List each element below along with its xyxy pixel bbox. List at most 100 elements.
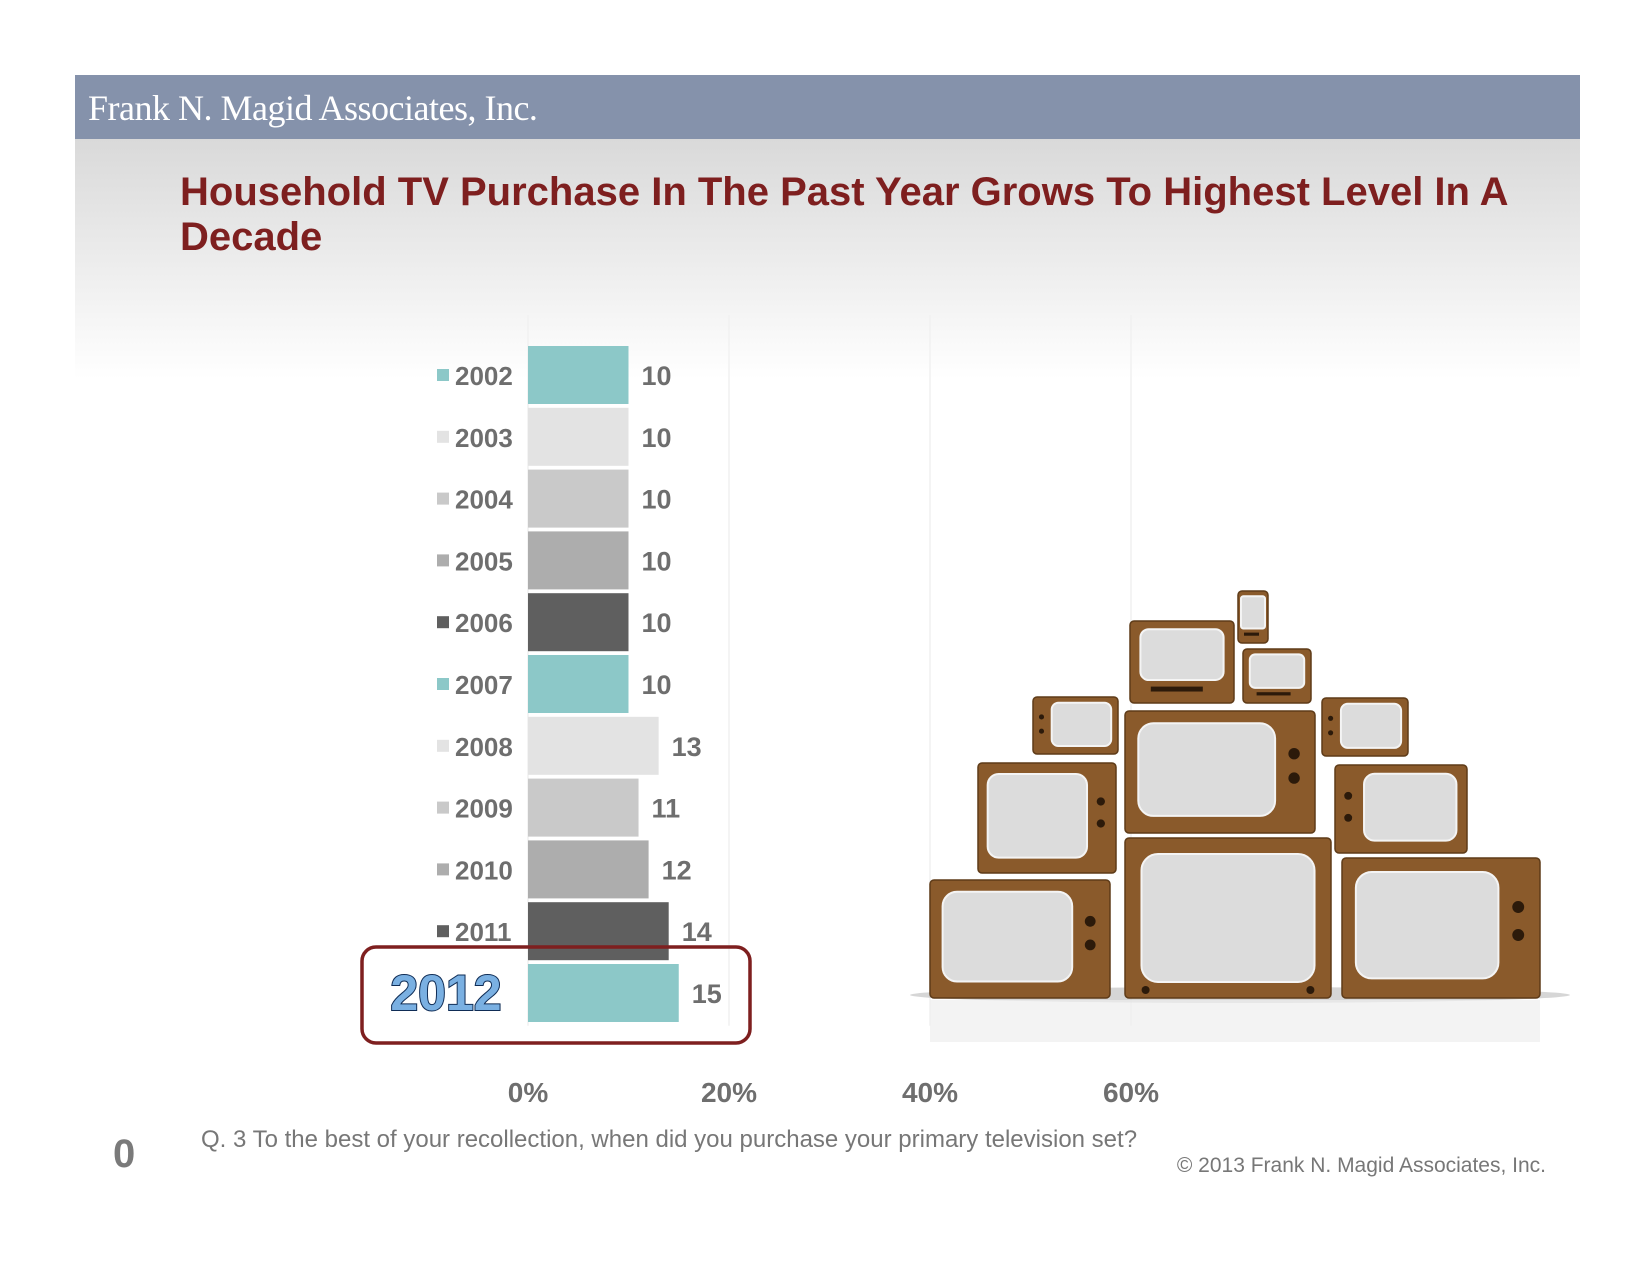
page-number: 0 xyxy=(113,1132,136,1176)
highlight-year-label: 2012 xyxy=(390,965,501,1021)
tv-knob xyxy=(1344,813,1353,822)
data-label: 12 xyxy=(662,855,692,885)
tv-screen xyxy=(1363,772,1458,842)
data-label: 10 xyxy=(642,423,672,453)
data-label: 10 xyxy=(642,608,672,638)
legend-swatch xyxy=(437,554,449,567)
tv-screen xyxy=(1248,653,1306,689)
tv-screen xyxy=(1139,628,1225,682)
legend-swatch xyxy=(437,925,449,938)
category-label: 2008 xyxy=(455,732,513,762)
tv-knob xyxy=(1328,715,1334,721)
television-icon xyxy=(1334,764,1468,854)
bar xyxy=(528,902,669,961)
bar xyxy=(528,593,629,652)
bar xyxy=(528,655,629,713)
slide-title: Household TV Purchase In The Past Year G… xyxy=(180,170,1507,259)
chart-labels: 10 2002 10 2003 10 2004 10 2005 10 2006 10 2007 13 20… xyxy=(437,361,722,1009)
tv-screen xyxy=(1137,722,1277,817)
television-icon xyxy=(1124,837,1332,999)
category-label: 2004 xyxy=(455,485,513,515)
tv-reflection xyxy=(930,1000,1540,1042)
television-icon xyxy=(1341,857,1541,999)
television-icon xyxy=(1242,648,1312,704)
data-label: 13 xyxy=(672,732,702,762)
tv-screen xyxy=(1140,853,1316,983)
x-axis-ticks: 0% 20% 40% 60% xyxy=(508,1077,1159,1108)
data-label: 10 xyxy=(642,485,672,515)
tv-knob xyxy=(1512,901,1525,913)
category-label: 2006 xyxy=(455,608,513,638)
category-label: 2011 xyxy=(455,917,511,947)
television-icon xyxy=(1124,710,1316,834)
bar-chart: 10 2002 10 2003 10 2004 10 2005 10 2006 10 2007 13 20… xyxy=(360,315,1570,1108)
television-icon xyxy=(929,879,1111,999)
bar xyxy=(528,716,659,775)
category-label: 2007 xyxy=(455,670,513,700)
tv-knob xyxy=(1328,730,1334,736)
chart-bars xyxy=(528,346,679,1022)
category-label: 2010 xyxy=(455,855,513,885)
category-label: 2005 xyxy=(455,546,513,576)
television-icon xyxy=(1321,697,1409,757)
highlight-callout: 2012 xyxy=(360,945,752,1045)
category-label: 2002 xyxy=(455,361,513,391)
copyright-notice: © 2013 Frank N. Magid Associates, Inc. xyxy=(1176,1154,1546,1177)
survey-question-footnote: Q. 3 To the best of your recollection, w… xyxy=(201,1126,1138,1153)
tv-speaker-grille xyxy=(1244,632,1259,636)
bar xyxy=(528,778,639,837)
tv-knob xyxy=(1096,797,1105,806)
legend-swatch xyxy=(437,430,449,443)
x-tick-label: 20% xyxy=(701,1077,757,1108)
tv-knob xyxy=(1512,929,1525,941)
data-label: 10 xyxy=(642,361,672,391)
x-tick-label: 0% xyxy=(508,1077,549,1108)
bar xyxy=(528,469,629,528)
data-label: 10 xyxy=(642,670,672,700)
category-label: 2009 xyxy=(455,794,513,824)
television-icon xyxy=(977,762,1117,874)
x-tick-label: 60% xyxy=(1103,1077,1159,1108)
legend-swatch xyxy=(437,801,449,814)
tv-knob xyxy=(1084,915,1096,927)
highlight-outline xyxy=(360,945,752,1045)
x-tick-label: 40% xyxy=(902,1077,958,1108)
tv-screen xyxy=(1339,702,1403,749)
legend-swatch xyxy=(437,369,449,381)
tv-screen xyxy=(941,890,1074,983)
tv-screen xyxy=(1050,701,1113,748)
bar xyxy=(528,407,629,466)
tv-knob xyxy=(1096,819,1105,828)
legend-swatch xyxy=(437,739,449,752)
tv-knob xyxy=(1141,986,1150,994)
bar xyxy=(528,531,629,590)
legend-swatch xyxy=(437,492,449,505)
legend-swatch xyxy=(437,678,449,690)
title-background xyxy=(75,139,1580,379)
tv-screen xyxy=(986,773,1089,859)
television-icon xyxy=(1032,696,1119,755)
tv-knob xyxy=(1288,772,1300,784)
tv-knob xyxy=(1038,714,1045,720)
tv-speaker-grille xyxy=(1150,686,1203,692)
data-label: 14 xyxy=(682,917,712,947)
bar xyxy=(528,840,649,899)
bar xyxy=(528,964,679,1022)
header-band: Frank N. Magid Associates, Inc. xyxy=(75,75,1580,139)
bar xyxy=(528,346,629,404)
tv-knob xyxy=(1306,986,1315,994)
tv-knob xyxy=(1038,728,1045,734)
tv-knob xyxy=(1084,939,1096,951)
tv-knob xyxy=(1288,748,1300,760)
category-label: 2003 xyxy=(455,423,513,453)
tv-screen xyxy=(1240,595,1266,630)
stacked-tv-illustration xyxy=(910,590,1570,1042)
company-logo-text: Frank N. Magid Associates, Inc. xyxy=(88,88,538,128)
television-icon xyxy=(1237,590,1269,644)
legend-swatch xyxy=(437,616,449,629)
tv-knob xyxy=(1344,791,1353,800)
tv-screen xyxy=(1354,871,1500,980)
legend-swatch xyxy=(437,863,449,876)
data-label: 10 xyxy=(642,546,672,576)
